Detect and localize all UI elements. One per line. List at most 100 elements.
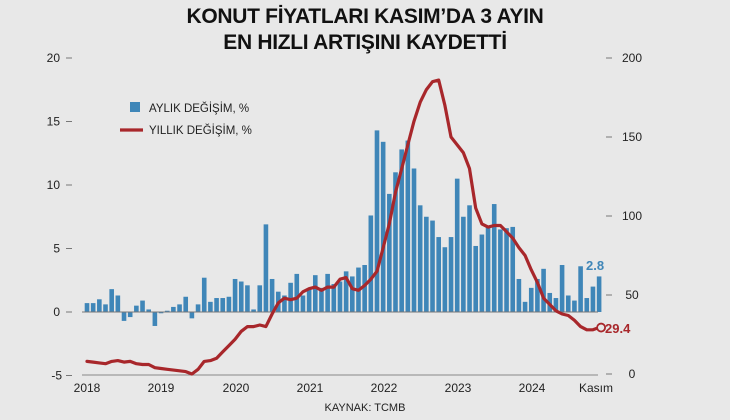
x-axis-tick-label: 2024 bbox=[519, 381, 546, 395]
bar bbox=[238, 281, 244, 312]
x-axis-tick-label: 2022 bbox=[371, 381, 398, 395]
bar bbox=[312, 275, 318, 312]
bar bbox=[90, 303, 96, 312]
bar bbox=[146, 309, 151, 312]
x-axis-tick-label: 2021 bbox=[297, 381, 324, 395]
bar bbox=[282, 295, 287, 312]
bar bbox=[269, 278, 275, 312]
bar bbox=[288, 282, 293, 312]
bar bbox=[479, 234, 485, 312]
bar bbox=[572, 300, 577, 312]
bar bbox=[374, 130, 380, 312]
chart-title-line2: EN HIZLI ARTIŞINI KAYDETTİ bbox=[223, 31, 507, 54]
bar bbox=[522, 301, 528, 312]
left-axis-tick-label: 10 bbox=[47, 178, 61, 192]
bar bbox=[319, 287, 324, 312]
bar bbox=[158, 312, 164, 314]
right-axis-tick-label: 200 bbox=[622, 51, 642, 65]
bar bbox=[245, 285, 250, 312]
bar bbox=[226, 296, 232, 312]
bar bbox=[294, 273, 300, 312]
left-axis: 20 15 10 5 0 -5 bbox=[47, 51, 72, 383]
bar bbox=[189, 312, 195, 319]
bar bbox=[565, 295, 571, 312]
bar bbox=[535, 278, 540, 312]
x-axis-tick-label: 2019 bbox=[148, 381, 175, 395]
bar bbox=[115, 295, 121, 312]
bar bbox=[103, 304, 108, 312]
bar bbox=[584, 298, 590, 312]
x-axis-tick-label: Kasım bbox=[579, 381, 613, 395]
bar bbox=[263, 224, 269, 312]
bar bbox=[97, 299, 102, 312]
bar bbox=[411, 168, 417, 312]
bar bbox=[504, 228, 509, 312]
bar bbox=[510, 226, 516, 312]
bar bbox=[442, 247, 448, 312]
bar bbox=[183, 296, 189, 312]
bar bbox=[251, 309, 256, 312]
bar bbox=[343, 271, 349, 312]
bar bbox=[380, 141, 386, 312]
bar bbox=[121, 312, 127, 321]
bar bbox=[417, 205, 423, 312]
chart-title: KONUT FİYATLARI KASIM’DA 3 AYIN EN HIZLI… bbox=[0, 4, 730, 56]
last-annual-value-label: 29.4 bbox=[605, 321, 631, 336]
bar bbox=[436, 237, 441, 312]
legend-line-label: YILLIK DEĞİŞİM, % bbox=[149, 124, 252, 137]
bar bbox=[399, 149, 404, 312]
bar bbox=[164, 310, 170, 312]
annual-change-line bbox=[85, 78, 601, 376]
bar bbox=[467, 205, 472, 312]
annual-change-end-marker bbox=[596, 322, 607, 333]
right-axis: 200 150 100 50 0 bbox=[606, 51, 642, 381]
bar bbox=[448, 237, 454, 312]
bar bbox=[405, 140, 411, 312]
bar bbox=[528, 287, 534, 312]
bar bbox=[362, 265, 367, 312]
bar bbox=[232, 278, 238, 312]
bar bbox=[541, 268, 546, 312]
legend-bar-label: AYLIK DEĞİŞİM, % bbox=[149, 102, 249, 115]
bar bbox=[430, 220, 435, 312]
bar bbox=[590, 286, 596, 312]
legend-bar-swatch bbox=[130, 102, 140, 112]
last-monthly-value-label: 2.8 bbox=[586, 258, 604, 273]
bar bbox=[201, 277, 207, 312]
x-axis-tick-label: 2018 bbox=[74, 381, 101, 395]
left-axis-tick-label: -5 bbox=[51, 369, 62, 383]
bar bbox=[134, 305, 139, 312]
bar bbox=[393, 172, 398, 312]
legend: AYLIK DEĞİŞİM, % YILLIK DEĞİŞİM, % bbox=[120, 102, 252, 137]
bar bbox=[491, 204, 497, 312]
right-axis-tick-label: 50 bbox=[625, 288, 639, 302]
bar bbox=[350, 276, 355, 312]
left-axis-tick-label: 0 bbox=[53, 305, 60, 319]
bar bbox=[220, 298, 226, 312]
bar bbox=[331, 284, 337, 312]
x-axis-tick-label: 2023 bbox=[445, 381, 472, 395]
source-note: KAYNAK: TCMB bbox=[324, 402, 406, 414]
monthly-change-bars bbox=[84, 130, 602, 326]
bar bbox=[578, 266, 583, 312]
bar bbox=[152, 312, 158, 326]
chart-title-line1: KONUT FİYATLARI KASIM’DA 3 AYIN bbox=[186, 5, 544, 28]
bar bbox=[337, 281, 343, 312]
bar bbox=[424, 216, 429, 312]
bar bbox=[559, 265, 565, 312]
bar bbox=[109, 289, 114, 312]
bar bbox=[473, 245, 479, 312]
bar bbox=[461, 216, 466, 312]
bar bbox=[208, 301, 213, 312]
left-axis-tick-label: 5 bbox=[53, 242, 60, 256]
right-axis-tick-label: 150 bbox=[622, 130, 642, 144]
bar bbox=[485, 226, 491, 312]
bar bbox=[140, 300, 145, 312]
bar bbox=[214, 298, 219, 312]
bar bbox=[195, 304, 201, 312]
bar bbox=[454, 178, 460, 312]
bar bbox=[84, 303, 90, 312]
bar bbox=[516, 278, 522, 312]
bar bbox=[387, 193, 392, 312]
